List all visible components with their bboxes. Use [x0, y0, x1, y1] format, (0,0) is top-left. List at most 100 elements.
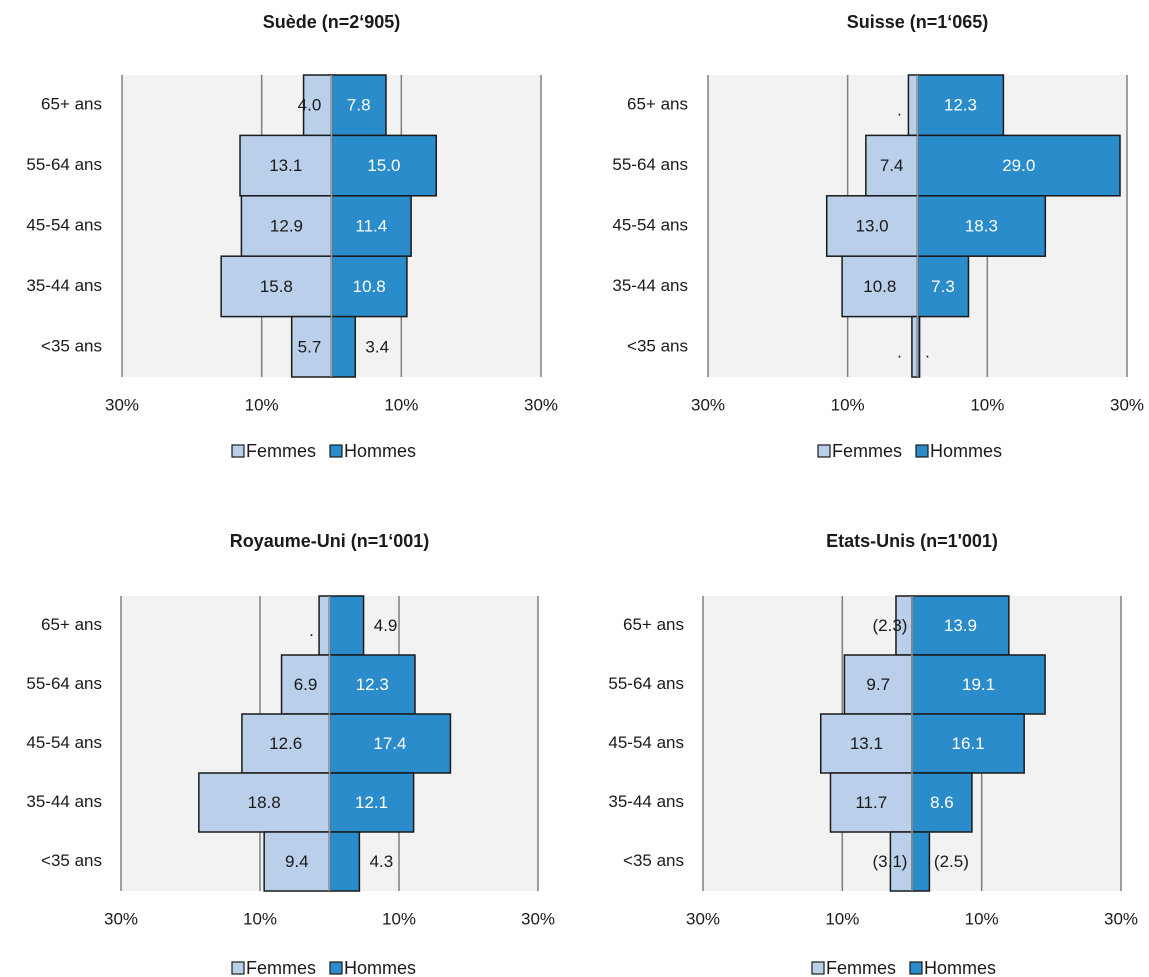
bar-hommes-65-ans [916, 74, 1005, 137]
category-label: <35 ans [41, 851, 102, 870]
data-label-hommes: 13.9 [944, 616, 977, 635]
chart-title: Royaume-Uni (n=1‘001) [230, 531, 430, 551]
x-tick-label: 10% [384, 395, 418, 414]
bar-femmes-35-ans [290, 315, 333, 378]
bar-femmes-65-ans [318, 595, 331, 656]
bar-hommes-35-44-ans [916, 255, 970, 318]
bar-hommes-35-44-ans [328, 772, 415, 833]
data-label-hommes: 12.3 [944, 96, 977, 115]
bar-hommes-55-64-ans [916, 134, 1121, 197]
x-tick-label: 30% [686, 909, 720, 928]
category-label: <35 ans [41, 336, 102, 355]
legend-swatch-hommes [329, 961, 343, 975]
category-label: 45-54 ans [26, 215, 102, 234]
x-tick-label: 10% [831, 395, 865, 414]
legend-label-hommes: Hommes [924, 958, 996, 977]
legend-label-hommes: Hommes [344, 958, 416, 977]
data-label-femmes: 10.8 [863, 277, 896, 296]
data-label-femmes: 13.1 [269, 156, 302, 175]
x-tick-label: 10% [245, 395, 279, 414]
data-label-hommes: 8.6 [930, 793, 954, 812]
x-tick-label: 30% [521, 909, 555, 928]
legend-swatch-hommes [329, 444, 343, 458]
bar-hommes-35-ans [911, 831, 931, 892]
bar-femmes-35-44-ans [829, 772, 913, 833]
data-label-hommes: 15.0 [367, 156, 400, 175]
x-tick-label: 30% [1104, 909, 1138, 928]
category-label: 55-64 ans [608, 674, 684, 693]
category-label: <35 ans [623, 851, 684, 870]
x-tick-label: 10% [243, 909, 277, 928]
data-label-hommes: 12.3 [356, 675, 389, 694]
data-label-femmes: 12.9 [270, 216, 303, 235]
data-label-hommes: 17.4 [373, 734, 406, 753]
legend: Femmes Hommes [811, 958, 996, 977]
data-label-hommes: 7.8 [347, 96, 371, 115]
bar-hommes-35-44-ans [330, 255, 408, 318]
bar-femmes-45-54-ans [241, 713, 331, 774]
legend-label-hommes: Hommes [930, 441, 1002, 461]
x-tick-label: 30% [105, 395, 139, 414]
category-label: 65+ ans [627, 95, 688, 114]
bar-hommes-65-ans [328, 595, 365, 656]
data-label-hommes: 3.4 [365, 337, 389, 356]
data-label-femmes: 9.4 [285, 852, 309, 871]
data-label-femmes: 15.8 [260, 277, 293, 296]
legend: Femmes Hommes [231, 441, 416, 461]
x-tick-label: 10% [825, 909, 859, 928]
bar-hommes-45-54-ans [328, 713, 452, 774]
data-label-hommes: 16.1 [952, 734, 985, 753]
category-label: 35-44 ans [608, 792, 684, 811]
data-label-femmes: . [897, 101, 902, 120]
bar-hommes-35-ans [330, 315, 356, 378]
data-label-hommes: 4.3 [370, 852, 394, 871]
category-label: 35-44 ans [26, 276, 102, 295]
chart-2: Suisse (n=1‘065) 30% 10% 10% 30% 65+ ans. 12.3… [612, 12, 1144, 461]
data-label-hommes: (2.5) [934, 852, 969, 871]
chart-4: Etats-Unis (n=1'001) 30% 10% 10% 30% 65+ ans (… [608, 531, 1138, 977]
chart-1: Suède (n=2‘905) 30% 10% 10% 30% 65+ ans 4.0 7.8… [26, 12, 558, 461]
category-label: 45-54 ans [26, 733, 102, 752]
x-tick-label: 30% [104, 909, 138, 928]
legend-swatch-femmes [231, 444, 245, 458]
category-label: 45-54 ans [612, 215, 688, 234]
data-label-hommes: 18.3 [965, 216, 998, 235]
category-label: 55-64 ans [612, 155, 688, 174]
legend-swatch-femmes [817, 444, 831, 458]
data-label-femmes: (2.3) [873, 616, 908, 635]
data-label-femmes: 18.8 [248, 793, 281, 812]
legend-label-hommes: Hommes [344, 441, 416, 461]
data-label-hommes: 29.0 [1002, 156, 1035, 175]
data-label-hommes: 7.3 [931, 277, 955, 296]
data-label-femmes: . [897, 342, 902, 361]
category-label: 35-44 ans [612, 276, 688, 295]
legend: Femmes Hommes [817, 441, 1002, 461]
bar-femmes-35-44-ans [198, 772, 331, 833]
data-label-hommes: 11.4 [355, 216, 387, 235]
data-label-femmes: 9.7 [866, 675, 890, 694]
legend: Femmes Hommes [231, 958, 416, 977]
data-label-femmes: 4.0 [298, 96, 322, 115]
data-label-femmes: 12.6 [269, 734, 302, 753]
category-label: <35 ans [627, 336, 688, 355]
category-label: 45-54 ans [608, 733, 684, 752]
data-label-hommes: 19.1 [962, 675, 995, 694]
data-label-hommes: 12.1 [355, 793, 388, 812]
x-tick-label: 30% [691, 395, 725, 414]
x-tick-label: 10% [965, 909, 999, 928]
category-label: 65+ ans [623, 615, 684, 634]
chart-3: Royaume-Uni (n=1‘001) 30% 10% 10% 30% 65+ ans… [26, 531, 555, 977]
chart-title: Etats-Unis (n=1'001) [826, 531, 998, 551]
x-tick-label: 30% [1110, 395, 1144, 414]
legend-swatch-femmes [811, 961, 825, 975]
bar-hommes-35-ans [328, 831, 361, 892]
data-label-femmes: 13.0 [856, 216, 889, 235]
legend-swatch-hommes [915, 444, 929, 458]
bar-hommes-45-54-ans [911, 713, 1025, 774]
legend-label-femmes: Femmes [832, 441, 902, 461]
x-tick-label: 10% [970, 395, 1004, 414]
bar-femmes-35-ans [911, 315, 919, 378]
bar-femmes-65-ans [907, 74, 919, 137]
data-label-femmes: . [309, 621, 314, 640]
